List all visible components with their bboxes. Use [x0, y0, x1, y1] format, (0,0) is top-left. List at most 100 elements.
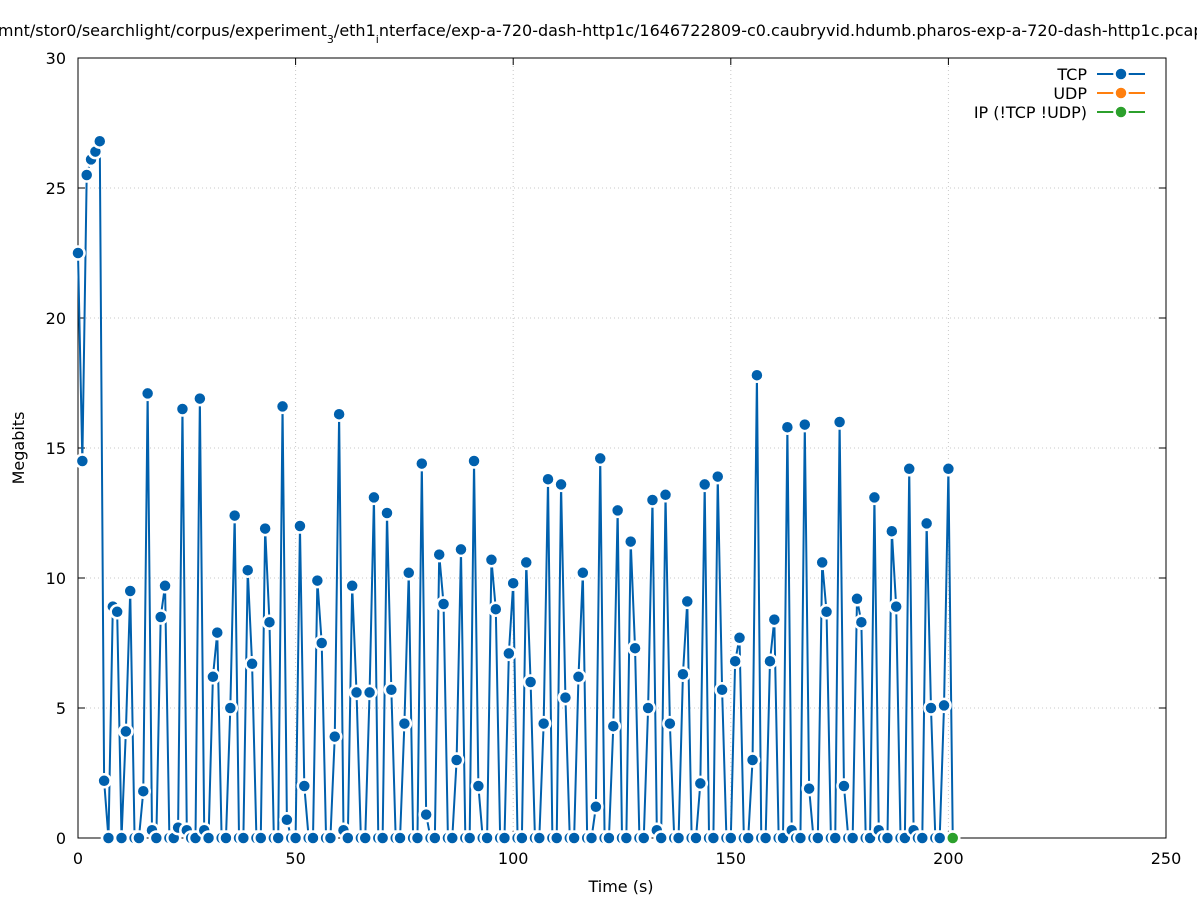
data-point — [431, 546, 447, 563]
data-point — [396, 715, 413, 732]
data-point — [287, 830, 304, 846]
data-point — [679, 593, 696, 610]
data-point — [945, 830, 961, 846]
data-point — [348, 684, 365, 701]
data-point — [827, 830, 843, 846]
legend-label: UDP — [1053, 84, 1087, 103]
data-point — [914, 830, 931, 846]
data-point — [657, 487, 674, 503]
y-tick-label: 30 — [46, 49, 66, 68]
data-point — [148, 830, 165, 846]
data-point — [940, 461, 957, 477]
data-point — [261, 614, 278, 630]
data-point — [884, 523, 900, 539]
data-point — [205, 669, 221, 685]
data-point — [636, 830, 652, 846]
data-point — [296, 778, 313, 794]
data-point — [849, 591, 865, 607]
data-point — [931, 830, 948, 846]
data-point — [696, 476, 713, 493]
data-point — [766, 611, 783, 628]
data-point — [609, 502, 626, 519]
series-2 — [945, 830, 961, 846]
data-point — [779, 419, 796, 435]
data-point — [936, 697, 952, 714]
data-point — [357, 830, 373, 846]
data-point — [309, 572, 326, 589]
y-tick-label: 10 — [46, 569, 66, 588]
data-point — [831, 414, 848, 430]
data-point — [257, 520, 273, 537]
data-point — [218, 830, 234, 846]
data-point — [814, 554, 830, 571]
data-point — [496, 830, 513, 846]
data-point — [540, 471, 556, 487]
data-point — [122, 583, 138, 599]
data-point — [488, 601, 504, 617]
data-point — [592, 450, 608, 467]
data-point — [622, 533, 639, 550]
data-point — [135, 783, 152, 799]
data-point — [514, 830, 530, 846]
data-point — [361, 684, 378, 701]
data-point — [118, 723, 134, 740]
data-point — [692, 775, 709, 792]
data-point — [270, 830, 286, 846]
data-point — [723, 830, 739, 846]
data-point — [418, 806, 434, 823]
data-point — [235, 830, 252, 846]
data-point — [749, 367, 765, 383]
data-point — [762, 653, 778, 669]
data-point — [109, 604, 125, 620]
data-point — [879, 830, 896, 846]
data-point — [653, 830, 669, 846]
data-point — [379, 505, 395, 521]
data-point — [744, 752, 761, 768]
data-point — [113, 830, 130, 846]
data-point — [92, 133, 108, 149]
x-tick-label: 150 — [716, 849, 747, 868]
data-point — [414, 455, 430, 472]
x-tick-label: 100 — [498, 849, 529, 868]
data-point — [853, 614, 870, 630]
data-point — [305, 830, 321, 846]
series-line — [77, 140, 954, 839]
data-point — [96, 773, 112, 789]
data-point — [618, 830, 635, 846]
y-tick-label: 5 — [56, 699, 66, 718]
data-point — [505, 575, 521, 591]
data-point — [670, 830, 687, 846]
data-point — [675, 666, 691, 682]
data-point — [640, 700, 656, 716]
data-point — [209, 624, 226, 641]
data-point — [810, 830, 826, 846]
legend-marker — [1113, 66, 1129, 82]
data-point — [731, 630, 748, 646]
series-layer — [70, 133, 961, 846]
data-point — [531, 830, 548, 846]
axis-ticks: 0 50 100 150 200 250 0 5 10 15 20 25 30 — [46, 49, 1182, 868]
data-point — [501, 645, 517, 662]
data-point — [239, 562, 256, 578]
data-point — [392, 830, 408, 846]
data-point — [709, 468, 726, 485]
data-point — [601, 830, 617, 846]
data-point — [244, 656, 260, 672]
data-point — [226, 507, 243, 524]
x-tick-label: 250 — [1151, 849, 1182, 868]
data-point — [548, 830, 565, 846]
data-point — [279, 812, 295, 828]
data-point — [470, 778, 487, 794]
data-point — [801, 780, 817, 797]
data-point — [292, 518, 308, 534]
data-point — [131, 830, 147, 846]
data-point — [366, 489, 382, 506]
data-point — [570, 669, 587, 685]
data-point — [427, 830, 443, 846]
data-point — [575, 565, 591, 581]
data-point — [557, 689, 574, 706]
data-point — [688, 830, 704, 846]
data-point — [518, 554, 535, 571]
data-point — [844, 830, 861, 846]
